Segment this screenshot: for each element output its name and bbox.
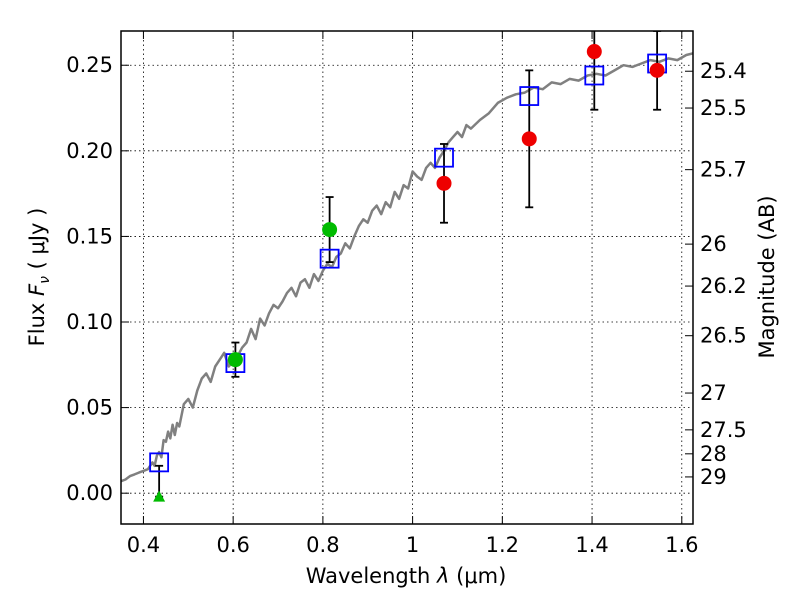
x-tick-labels: 0.4 0.6 0.8 1 1.2 1.4 1.6 — [127, 533, 699, 557]
observed_green-point — [322, 222, 338, 238]
x-tick-label: 0.4 — [127, 533, 160, 557]
grid-lines — [121, 31, 693, 524]
y-tick-label: 0.25 — [66, 53, 113, 77]
magnitude-tick-label: 25.7 — [700, 158, 747, 182]
tick-marks — [121, 31, 693, 524]
model-flux-square — [149, 452, 170, 473]
y2-axis-title: Magnitude (AB) — [755, 195, 779, 358]
y-tick-label: 0.15 — [66, 224, 113, 248]
magnitude-tick-label: 26 — [700, 232, 727, 256]
magnitude-tick-label: 25.4 — [700, 59, 747, 83]
x-tick-label: 0.6 — [216, 533, 249, 557]
model-flux-square — [319, 248, 340, 269]
y-axis-title: Flux Fν ( μJy ) — [25, 208, 53, 347]
observed_red-point — [521, 131, 537, 147]
x-tick-label: 0.8 — [306, 533, 339, 557]
upper-limit-triangle — [153, 490, 166, 502]
magnitude-tick-label: 26.2 — [700, 274, 747, 298]
magnitude-tick-label: 27.5 — [700, 418, 747, 442]
y-tick-label: 0.00 — [66, 481, 113, 505]
observed_green-point — [227, 352, 243, 368]
x-tick-label: 1.4 — [575, 533, 608, 557]
observed_red-point — [436, 175, 452, 191]
magnitude-tick-label: 28 — [700, 442, 727, 466]
magnitude-tick-label: 26.5 — [700, 324, 747, 348]
plot-frame — [120, 30, 694, 525]
model-flux-square — [584, 65, 605, 86]
x-tick-label: 1.2 — [486, 533, 519, 557]
x-axis-title: Wavelength λ (μm) — [306, 564, 507, 588]
y-tick-label: 0.05 — [66, 396, 113, 420]
y-tick-label: 0.10 — [66, 310, 113, 334]
magnitude-tick-label: 25.5 — [700, 96, 747, 120]
magnitude-tick-label: 29 — [700, 465, 727, 489]
markers-layer — [149, 44, 668, 502]
x-tick-label: 1 — [406, 533, 419, 557]
y-tick-label: 0.20 — [66, 139, 113, 163]
observed_red-point — [586, 44, 602, 60]
model-flux-square — [434, 147, 454, 168]
observed_red-point — [649, 62, 665, 78]
model-flux-square — [519, 86, 540, 106]
magnitude-tick-label: 27 — [700, 381, 727, 405]
x-tick-label: 1.6 — [665, 533, 698, 557]
y-tick-labels: 0.00 0.05 0.10 0.15 0.20 0.25 — [66, 53, 113, 505]
